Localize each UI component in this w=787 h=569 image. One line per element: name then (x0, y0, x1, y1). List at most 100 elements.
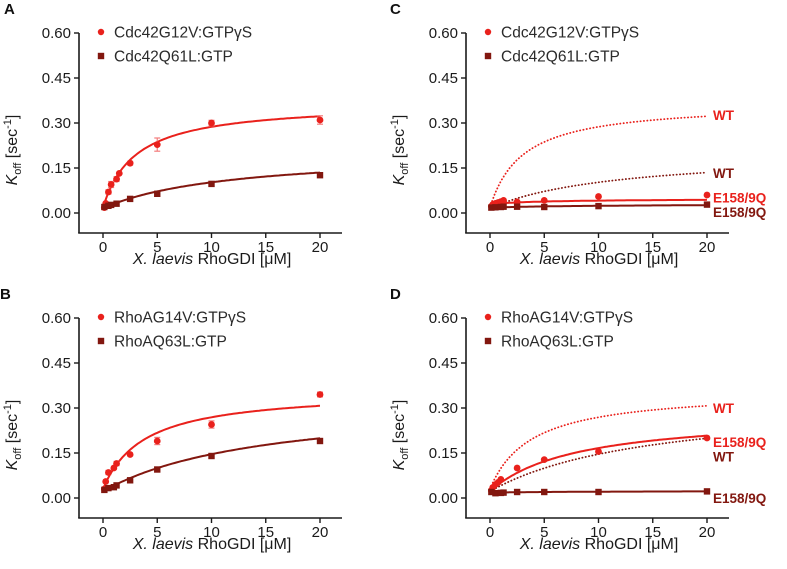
data-point-circle (153, 141, 161, 149)
y-tick-label: 0.15 (42, 160, 71, 177)
data-point-square (513, 203, 521, 210)
y-tick-label: 0.00 (429, 490, 458, 507)
data-point-square (703, 201, 711, 208)
panel-d-chart: 0.00 0.15 0.30 0.45 0.60 0 5 10 15 20 X. laevis Rh… (389, 310, 766, 554)
legend-label: Cdc42G12V:GTPγS (501, 25, 639, 42)
x-tick-label: 10 (590, 524, 607, 541)
data-point-square (208, 180, 215, 188)
data-point-square (541, 203, 548, 211)
data-point-circle (703, 434, 711, 442)
y-tick-label: 0.60 (429, 310, 458, 327)
axes: 0.00 0.15 0.30 0.45 0.60 0 5 10 15 20 (429, 310, 729, 541)
x-tick-label: 5 (540, 239, 548, 256)
data-point-square (208, 452, 215, 460)
legend-label: Cdc42Q61L:GTP (114, 49, 233, 66)
legend-label: RhoAQ63L:GTP (114, 334, 227, 351)
y-tick-label: 0.15 (429, 160, 458, 177)
panel-label-a: A (4, 1, 15, 18)
data-point-circle (208, 421, 215, 428)
data-point-circle (113, 175, 120, 183)
data-point-square (513, 488, 521, 496)
y-axis-title: Koff [sec-1] (389, 115, 411, 186)
data-point-circle (126, 159, 134, 167)
panel-b-chart: 0.00 0.15 0.30 0.45 0.60 0 5 10 15 20 X. laevis Rh… (2, 310, 342, 553)
y-tick-label: 0.00 (42, 490, 71, 507)
x-tick-label: 20 (312, 524, 329, 541)
x-tick-label: 5 (540, 524, 548, 541)
y-tick-label: 0.15 (429, 445, 458, 462)
panel-a-chart: 0.00 0.15 0.30 0.45 0.60 0 5 10 15 20 X. laevis Rh… (2, 25, 342, 268)
curve-annotation: WT (713, 401, 735, 416)
data-point-circle (102, 478, 110, 485)
legend-label: Cdc42Q61L:GTP (501, 49, 620, 66)
fit-curve (489, 404, 708, 490)
data-point-circle (105, 469, 112, 476)
data-point-square (488, 204, 495, 211)
x-tick-label: 20 (312, 239, 329, 256)
x-tick-label: 10 (590, 239, 607, 256)
y-tick-label: 0.30 (42, 400, 71, 417)
y-tick-label: 0.00 (42, 205, 71, 222)
data-point-square (500, 203, 507, 210)
data-point-square (154, 466, 161, 473)
legend-label: RhoAQ63L:GTP (501, 334, 614, 351)
axes: 0.00 0.15 0.30 0.45 0.60 0 5 10 15 20 (42, 310, 342, 541)
curve-annotation: WT (713, 450, 735, 465)
legend-label: Cdc42G12V:GTPγS (114, 25, 252, 42)
data-point-circle (595, 448, 602, 455)
x-axis-title: X. laevis RhoGDI [μM] (519, 536, 679, 553)
data-point-circle (513, 464, 521, 472)
data-point-square (154, 190, 161, 197)
x-axis-title: X. laevis RhoGDI [μM] (132, 536, 292, 553)
data-point-square (101, 486, 108, 494)
x-tick-label: 5 (153, 239, 161, 256)
data-point-circle (105, 188, 112, 196)
legend-label: RhoAG14V:GTPγS (501, 310, 633, 327)
fit-curve (102, 115, 321, 208)
legend-label: RhoAG14V:GTPγS (114, 310, 246, 327)
data-point-square (126, 195, 134, 203)
panel-c: 0.00 0.15 0.30 0.45 0.60 0 5 10 15 20 X. laevis Rh… (387, 0, 787, 284)
x-tick-label: 20 (699, 524, 716, 541)
panel-c-chart: 0.00 0.15 0.30 0.45 0.60 0 5 10 15 20 X. laevis Rh… (389, 25, 766, 269)
data-point-square (703, 488, 711, 495)
data-point-square (113, 482, 120, 489)
data-point-circle (703, 191, 711, 199)
legend: RhoAG14V:GTPγS RhoAQ63L:GTP (484, 310, 633, 351)
x-tick-label: 15 (257, 524, 274, 541)
y-tick-label: 0.60 (42, 25, 71, 42)
fit-curve (489, 434, 708, 493)
x-tick-label: 5 (153, 524, 161, 541)
y-tick-label: 0.45 (429, 355, 458, 372)
data-point-circle (500, 197, 507, 204)
curve-annotation: WT (713, 166, 735, 181)
y-tick-label: 0.30 (42, 115, 71, 132)
x-tick-label: 10 (203, 239, 220, 256)
x-tick-label: 15 (644, 239, 661, 256)
y-tick-label: 0.60 (42, 310, 71, 327)
y-tick-label: 0.30 (429, 400, 458, 417)
data-point-square (492, 204, 499, 211)
data-point-circle (208, 119, 215, 127)
data-point-square (316, 172, 324, 179)
x-tick-label: 20 (699, 239, 716, 256)
data-point-square (595, 202, 602, 210)
curve-annotation: E158/9Q (713, 435, 766, 450)
fit-curve (102, 404, 321, 490)
data-point-circle (113, 460, 120, 467)
data-point-circle (107, 181, 115, 188)
curve-annotation: E158/9Q (713, 205, 766, 220)
data-point-square (113, 200, 120, 207)
panel-a: 0.00 0.15 0.30 0.45 0.60 0 5 10 15 20 X. laevis Rh… (0, 0, 387, 284)
fit-curve (489, 115, 708, 209)
panel-label-c: C (390, 1, 401, 18)
curve-annotation: E158/9Q (713, 190, 766, 205)
x-tick-label: 0 (486, 239, 494, 256)
y-tick-label: 0.60 (429, 25, 458, 42)
data-point-square (492, 490, 499, 497)
x-axis-title: X. laevis RhoGDI [μM] (132, 251, 292, 268)
data-point-square (541, 488, 548, 496)
axes: 0.00 0.15 0.30 0.45 0.60 0 5 10 15 20 (42, 25, 342, 256)
y-axis-title: Koff [sec-1] (2, 115, 24, 186)
x-tick-label: 0 (486, 524, 494, 541)
